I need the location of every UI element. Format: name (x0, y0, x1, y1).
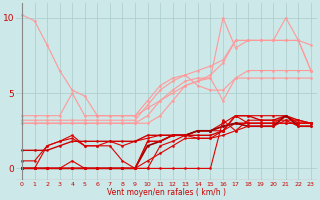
X-axis label: Vent moyen/en rafales ( km/h ): Vent moyen/en rafales ( km/h ) (107, 188, 226, 197)
